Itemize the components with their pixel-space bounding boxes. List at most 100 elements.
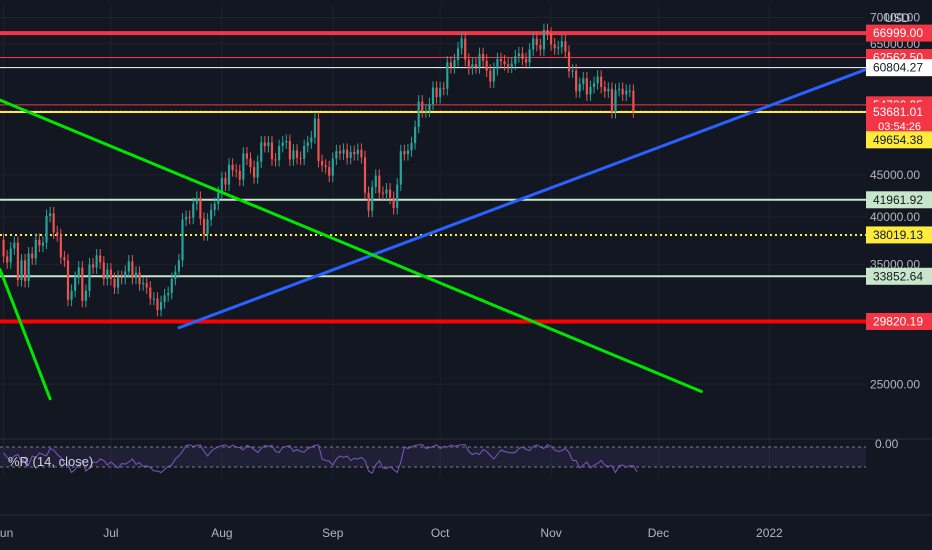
candle-body	[199, 197, 202, 219]
candle-body	[177, 260, 181, 272]
candle-body	[575, 70, 578, 92]
candle-body	[74, 277, 77, 291]
candle-body	[349, 151, 352, 158]
candle-body	[217, 192, 220, 204]
candle-body	[592, 83, 596, 87]
candle-body	[149, 287, 152, 299]
candle-body	[117, 276, 120, 288]
indicator-pane	[0, 446, 866, 468]
candle-body	[170, 278, 173, 294]
candle-body	[421, 101, 424, 112]
candle-body	[553, 44, 556, 49]
time-tick-label: Oct	[431, 526, 450, 540]
candle-body	[31, 253, 34, 259]
candle-body	[41, 242, 45, 246]
candle-body	[371, 186, 374, 211]
candle-body	[550, 33, 553, 45]
candle-body	[360, 149, 363, 158]
candle-body	[600, 76, 603, 87]
price-badge-label: 41961.92	[873, 193, 923, 207]
candle-body	[49, 213, 52, 216]
candlestick-series	[2, 23, 635, 317]
candle-body	[167, 293, 170, 296]
candle-body	[614, 90, 617, 112]
candle-body	[564, 41, 567, 52]
time-tick-label: 2022	[756, 526, 783, 540]
candle-body	[281, 142, 284, 147]
candle-body	[385, 189, 388, 194]
candle-body	[295, 150, 299, 158]
price-badge	[866, 24, 932, 42]
candle-body	[621, 88, 624, 95]
price-tick-label: 45000.00	[870, 168, 920, 182]
indicator-label[interactable]: %R (14, close)	[8, 454, 93, 469]
candle-body	[367, 192, 370, 211]
candle-body	[245, 153, 249, 159]
trendline-2	[0, 268, 52, 401]
candle-body	[406, 150, 410, 155]
candle-body	[238, 170, 241, 180]
time-axis[interactable]: Jun Jul Aug Sep Oct Nov Dec 2022	[0, 526, 783, 540]
williams-r-indicator	[3, 443, 638, 474]
candle-body	[456, 48, 460, 61]
candle-body	[213, 203, 216, 210]
price-axis[interactable]: 70000.0065000.0045000.0040000.0035000.00…	[866, 11, 932, 392]
candle-body	[542, 29, 546, 50]
price-badge-label: 38019.13	[873, 228, 923, 242]
candle-body	[499, 59, 503, 62]
candle-body	[567, 51, 571, 72]
candle-body	[227, 164, 231, 185]
candle-body	[163, 295, 166, 302]
candle-body	[328, 167, 331, 176]
price-badge-label: 53681.01	[873, 105, 923, 119]
candle-body	[102, 262, 105, 279]
candle-body	[9, 248, 12, 263]
candle-body	[610, 88, 614, 112]
candle-body	[285, 140, 288, 143]
candle-body	[338, 151, 342, 154]
candle-body	[252, 167, 256, 178]
candle-body	[467, 59, 470, 69]
candle-body	[535, 38, 538, 45]
candle-body	[256, 161, 259, 178]
candle-body	[13, 242, 16, 249]
price-badge	[866, 226, 932, 244]
candle-body	[303, 146, 306, 159]
indicator-band	[0, 447, 866, 467]
candle-body	[131, 261, 134, 278]
candle-body	[628, 90, 631, 92]
candle-body	[263, 142, 266, 147]
candle-body	[617, 88, 621, 91]
candle-body	[270, 142, 274, 160]
trendline-0	[177, 67, 868, 330]
candle-body	[446, 62, 449, 89]
candle-body	[603, 86, 606, 92]
candle-body	[378, 175, 381, 193]
candle-body	[2, 239, 5, 257]
candle-body	[195, 197, 198, 204]
candle-body	[99, 255, 102, 263]
candle-body	[625, 90, 628, 95]
candle-body	[145, 283, 148, 288]
time-tick-label: Nov	[540, 526, 561, 540]
candle-body	[539, 44, 542, 50]
candle-body	[56, 232, 59, 236]
time-tick-label: Sep	[322, 526, 344, 540]
candle-body	[181, 219, 184, 261]
candle-body	[260, 142, 263, 162]
candle-body	[278, 146, 281, 161]
candle-body	[546, 29, 549, 34]
price-tick-label: 25000.00	[870, 377, 920, 391]
bar-countdown-label: 03:54:26	[878, 121, 921, 133]
candle-body	[578, 83, 581, 92]
candle-body	[59, 235, 62, 258]
chart-grid	[0, 5, 932, 516]
candle-body	[374, 175, 377, 187]
candle-body	[464, 38, 467, 60]
horizontal-levels	[0, 31, 866, 324]
candle-body	[127, 261, 130, 272]
candle-body	[188, 216, 191, 218]
price-badge	[866, 103, 932, 121]
candle-body	[632, 90, 635, 112]
